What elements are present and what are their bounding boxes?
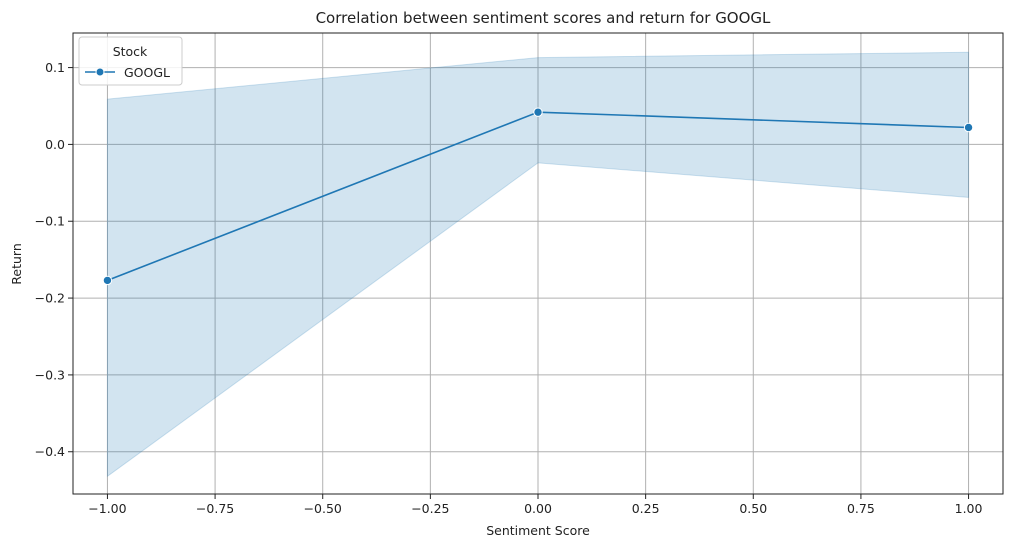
plot-area — [102, 51, 974, 478]
legend-box — [78, 36, 183, 86]
x-axis-label: Sentiment Score — [486, 523, 590, 538]
y-axis-label: Return — [9, 243, 24, 284]
y-tick-label: −0.4 — [35, 444, 65, 459]
x-axis-ticks: −1.00 −0.75 −0.50 −0.25 0.00 0.25 0.50 0.75 1.00 — [88, 494, 983, 516]
x-tick-label: −0.50 — [304, 501, 342, 516]
chart-title: Correlation between sentiment scores and… — [316, 9, 771, 27]
y-tick-label: 0.0 — [45, 137, 65, 152]
confidence-band — [106, 51, 970, 478]
x-tick-label: 0.50 — [739, 501, 767, 516]
x-tick-label: −0.25 — [411, 501, 449, 516]
y-axis-ticks: −0.4 −0.3 −0.2 −0.1 0.0 0.1 — [35, 60, 73, 459]
data-point — [963, 122, 974, 133]
x-tick-label: 0.00 — [524, 501, 552, 516]
data-point — [102, 275, 113, 286]
x-tick-label: 1.00 — [955, 501, 983, 516]
grid-lines — [73, 33, 1003, 494]
data-point — [533, 107, 543, 117]
y-tick-label: 0.1 — [45, 60, 65, 75]
legend: Stock GOOGL — [78, 36, 183, 86]
x-tick-label: 0.75 — [847, 501, 875, 516]
y-tick-label: −0.2 — [35, 291, 65, 306]
y-tick-label: −0.1 — [35, 214, 65, 229]
y-tick-label: −0.3 — [35, 367, 65, 382]
x-tick-label: 0.25 — [632, 501, 660, 516]
legend-series-marker — [95, 67, 105, 77]
x-tick-label: −0.75 — [196, 501, 234, 516]
x-tick-label: −1.00 — [88, 501, 126, 516]
legend-title: Stock — [113, 44, 148, 59]
legend-series-label: GOOGL — [124, 65, 170, 80]
